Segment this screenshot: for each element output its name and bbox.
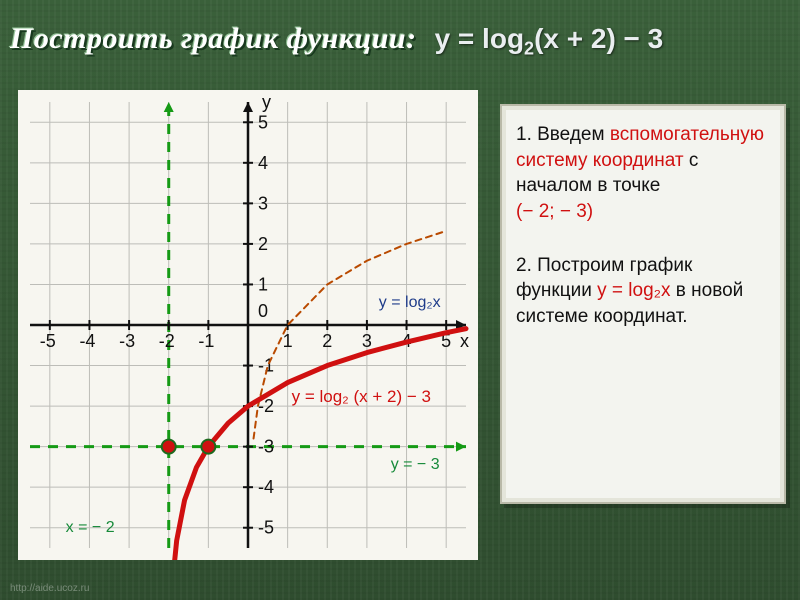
svg-text:0: 0 (258, 301, 268, 321)
svg-text:-3: -3 (119, 331, 135, 351)
svg-text:y: y (262, 92, 271, 112)
svg-text:4: 4 (258, 153, 268, 173)
step1-point: (− 2; − 3) (516, 201, 593, 222)
step2-red: y = log₂x (597, 280, 670, 301)
title-left: Построить график функции: (10, 22, 417, 56)
title-bar: Построить график функции: y = log2(x + 2… (0, 22, 800, 60)
svg-text:-4: -4 (258, 477, 274, 497)
svg-text:3: 3 (362, 331, 372, 351)
step-1: 1. Введем вспомогательную систему коорди… (516, 122, 770, 225)
svg-text:3: 3 (258, 193, 268, 213)
svg-text:x = − 2: x = − 2 (66, 519, 115, 536)
svg-text:-4: -4 (79, 331, 95, 351)
chart-area: -5-4-3-2-112345-5-4-3-2-1123450xyy = log… (18, 90, 478, 560)
svg-text:-3: -3 (258, 437, 274, 457)
svg-text:y = log₂ (x + 2) − 3: y = log₂ (x + 2) − 3 (292, 387, 431, 406)
title-equation: y = log2(x + 2) − 3 (435, 23, 664, 60)
svg-text:5: 5 (258, 112, 268, 132)
chart-svg: -5-4-3-2-112345-5-4-3-2-1123450xyy = log… (18, 90, 478, 560)
svg-text:-5: -5 (40, 331, 56, 351)
svg-text:-1: -1 (198, 331, 214, 351)
step1-pre: 1. Введем (516, 124, 610, 145)
svg-text:1: 1 (258, 274, 268, 294)
svg-text:y = log₂x: y = log₂x (379, 294, 441, 311)
svg-text:2: 2 (258, 234, 268, 254)
svg-text:2: 2 (322, 331, 332, 351)
svg-text:-5: -5 (258, 518, 274, 538)
svg-text:x: x (460, 331, 469, 351)
sidebar-panel: 1. Введем вспомогательную систему коорди… (500, 104, 786, 504)
footer-url: http://aide.ucoz.ru (10, 583, 90, 594)
step-2: 2. Построим график функции y = log₂x в н… (516, 253, 770, 330)
svg-text:y = − 3: y = − 3 (391, 456, 440, 473)
svg-text:-2: -2 (159, 331, 175, 351)
